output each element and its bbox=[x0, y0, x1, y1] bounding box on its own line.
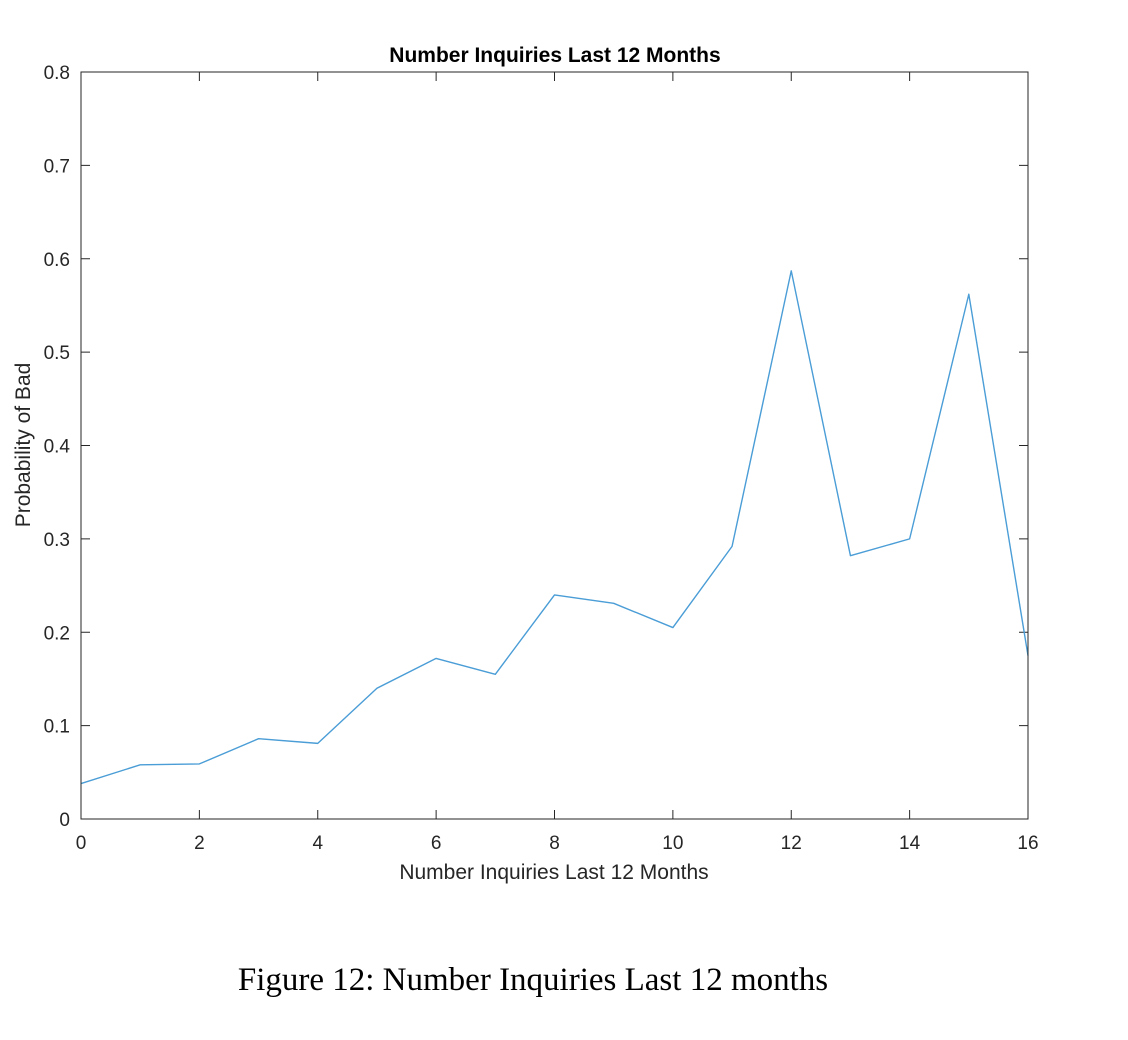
plot-area bbox=[81, 72, 1028, 819]
y-tick-label: 0.7 bbox=[44, 156, 70, 177]
x-tick-label: 16 bbox=[1017, 833, 1038, 854]
y-tick-label: 0.2 bbox=[44, 623, 70, 644]
y-tick-label: 0.8 bbox=[44, 63, 70, 84]
x-axis-title: Number Inquiries Last 12 Months bbox=[399, 861, 708, 884]
x-tick-label: 14 bbox=[899, 833, 921, 854]
x-tick-label: 8 bbox=[549, 833, 560, 854]
x-tick-label: 12 bbox=[781, 833, 802, 854]
y-tick-label: 0.6 bbox=[44, 250, 70, 271]
y-tick-label: 0.1 bbox=[44, 717, 70, 738]
plot-frame bbox=[80, 71, 1029, 820]
x-tick-label: 10 bbox=[662, 833, 683, 854]
y-tick-label: 0 bbox=[59, 810, 70, 831]
chart-title: Number Inquiries Last 12 Months bbox=[389, 44, 720, 67]
axis-tick-labels: 0 2 4 6 8 10 12 14 16 0 0.1 0.2 0.3 0.4 0.5 0.6 0.7 0.8 bbox=[44, 63, 1039, 854]
y-axis-title: Probability of Bad bbox=[12, 363, 35, 528]
x-tick-label: 0 bbox=[76, 833, 87, 854]
y-tick-label: 0.5 bbox=[44, 343, 70, 364]
figure-caption: Figure 12: Number Inquiries Last 12 mont… bbox=[237, 962, 829, 998]
y-tick-label: 0.3 bbox=[44, 530, 70, 551]
x-tick-label: 2 bbox=[194, 833, 205, 854]
x-tick-label: 4 bbox=[312, 833, 323, 854]
x-tick-label: 6 bbox=[431, 833, 442, 854]
y-tick-label: 0.4 bbox=[44, 437, 71, 458]
